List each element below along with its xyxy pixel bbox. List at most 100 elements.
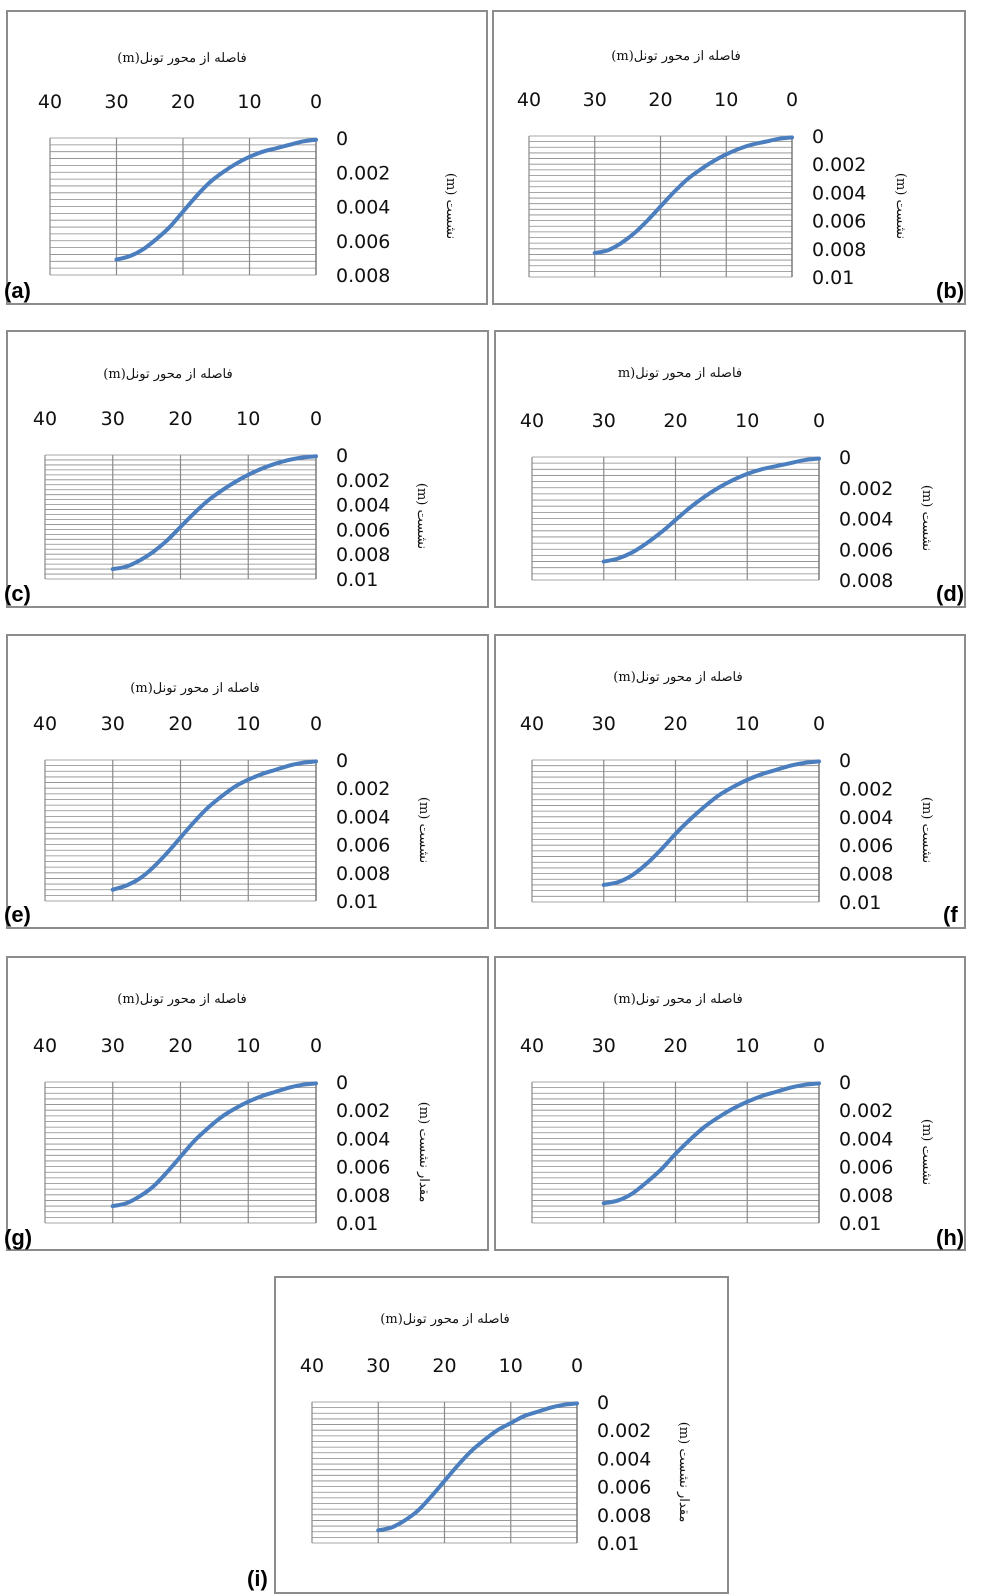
x-axis-title: فاصله از محور تونل(m) <box>611 49 740 64</box>
series-line <box>110 454 318 572</box>
chart-i: 40 30 20 10 00 0.002 0.004 0.006 0.008 0.01 فاصله … <box>300 1312 691 1555</box>
x-tick-label: 30 <box>104 91 128 113</box>
x-tick-label: 30 <box>592 410 616 432</box>
series-line <box>601 1081 821 1206</box>
x-tick-label: 10 <box>499 1355 523 1377</box>
x-tick-label: 20 <box>663 713 687 735</box>
x-tick-label: 20 <box>663 1035 687 1057</box>
y-axis-title: نشست (m) <box>919 797 934 863</box>
x-tick-label: 10 <box>735 1035 759 1057</box>
x-tick-label: 30 <box>583 89 607 111</box>
y-tick-label: 0.01 <box>839 892 881 914</box>
y-axis-title: نشست (m) <box>893 173 908 239</box>
series-line <box>376 1401 579 1533</box>
panel-label-e: (e) <box>4 902 31 927</box>
panel-b <box>492 10 966 305</box>
panel-label-g: (g) <box>4 1225 33 1250</box>
x-tick-label: 30 <box>592 713 616 735</box>
y-tick-label: 0 <box>812 126 824 148</box>
y-tick-label: 0 <box>336 445 348 467</box>
x-axis-title: فاصله از محور تونل(m) <box>117 992 246 1007</box>
y-tick-label: 0.006 <box>597 1477 651 1499</box>
x-tick-label: 30 <box>101 408 125 430</box>
x-tick-label: 40 <box>520 410 544 432</box>
y-axis-title: نشست (m) <box>416 797 431 863</box>
x-tick-label: 0 <box>310 408 322 430</box>
y-tick-label: 0.006 <box>812 211 866 233</box>
chart-e: 40 30 20 10 00 0.002 0.004 0.006 0.008 0.01 فاصله … <box>33 681 431 913</box>
y-tick-label: 0 <box>336 1072 348 1094</box>
y-tick-label: 0.002 <box>336 470 390 492</box>
y-tick-label: 0.004 <box>597 1448 651 1470</box>
y-tick-label: 0.002 <box>597 1420 651 1442</box>
series-line <box>110 759 318 892</box>
y-tick-label: 0.002 <box>336 1100 390 1122</box>
x-tick-label: 40 <box>517 89 541 111</box>
x-tick-label: 10 <box>236 408 260 430</box>
y-axis-title: نشست (m) <box>919 1119 934 1185</box>
panel-i <box>274 1276 729 1594</box>
x-tick-label: 10 <box>735 713 759 735</box>
x-tick-label: 0 <box>310 1035 322 1057</box>
y-tick-label: 0.006 <box>839 835 893 857</box>
y-tick-label: 0 <box>336 750 348 772</box>
panel-label-f: (f <box>943 902 958 927</box>
y-tick-label: 0.006 <box>336 835 390 857</box>
chart-g: 40 30 20 10 00 0.002 0.004 0.006 0.008 0.01 فاصله … <box>33 992 431 1235</box>
y-tick-label: 0.01 <box>812 267 854 289</box>
x-tick-label: 40 <box>38 91 62 113</box>
y-axis-title: نشست (m) <box>443 173 458 239</box>
chart-f: 40 30 20 10 00 0.002 0.004 0.006 0.008 0.01 فاصله … <box>520 670 934 914</box>
x-tick-label: 30 <box>592 1035 616 1057</box>
x-tick-label: 30 <box>366 1355 390 1377</box>
series-line <box>114 137 318 262</box>
y-tick-label: 0.008 <box>839 864 893 886</box>
y-tick-label: 0.006 <box>839 539 893 561</box>
y-tick-label: 0.008 <box>336 863 390 885</box>
y-tick-label: 0.004 <box>336 1128 390 1150</box>
y-tick-label: 0 <box>839 750 851 772</box>
y-tick-label: 0.01 <box>336 891 378 913</box>
x-tick-label: 0 <box>310 91 322 113</box>
x-tick-label: 10 <box>236 1035 260 1057</box>
chart-b: 40 30 20 10 00 0.002 0.004 0.006 0.008 0.01 فاصله … <box>517 49 908 289</box>
y-tick-label: 0.008 <box>336 1185 390 1207</box>
y-tick-label: 0.008 <box>839 1185 893 1207</box>
y-tick-label: 0.004 <box>336 806 390 828</box>
x-tick-label: 20 <box>168 408 192 430</box>
y-tick-label: 0.004 <box>839 1128 893 1150</box>
y-tick-label: 0 <box>597 1392 609 1414</box>
x-tick-label: 0 <box>786 89 798 111</box>
y-tick-label: 0.01 <box>839 1213 881 1235</box>
y-tick-label: 0.002 <box>839 478 893 500</box>
x-tick-label: 30 <box>101 1035 125 1057</box>
y-tick-label: 0.006 <box>336 231 390 253</box>
y-axis-title: مقدار نشست (m) <box>416 1102 431 1203</box>
panel-label-c: (c) <box>4 581 31 606</box>
panel-c <box>6 330 489 608</box>
series-line <box>110 1081 318 1209</box>
panel-label-d: (d) <box>936 581 965 606</box>
y-tick-label: 0.004 <box>336 495 390 517</box>
x-tick-label: 40 <box>33 408 57 430</box>
x-tick-label: 0 <box>813 713 825 735</box>
x-tick-label: 40 <box>300 1355 324 1377</box>
x-axis-title: فاصله از محور تونل(m) <box>613 670 742 685</box>
y-tick-label: 0.002 <box>839 1100 893 1122</box>
y-tick-label: 0.004 <box>839 807 893 829</box>
y-tick-label: 0.002 <box>336 162 390 184</box>
x-axis-title: فاصله از محور تونل(m) <box>380 1312 509 1327</box>
chart-d: 40 30 20 10 00 0.002 0.004 0.006 0.008 فاصله از م… <box>520 366 934 592</box>
x-axis-title: فاصله از محور تونل(m) <box>613 992 742 1007</box>
y-axis-title: نشست (m) <box>919 485 934 551</box>
panel-label-a: (a) <box>4 278 31 303</box>
x-axis-title: فاصله از محور تونل(m) <box>103 367 232 382</box>
x-tick-label: 10 <box>237 91 261 113</box>
x-tick-label: 10 <box>236 713 260 735</box>
x-tick-label: 30 <box>101 713 125 735</box>
y-tick-label: 0.008 <box>812 239 866 261</box>
y-tick-label: 0 <box>336 128 348 150</box>
panel-f <box>494 634 966 929</box>
chart-a: 40 30 20 10 00 0.002 0.004 0.006 0.008 فاصله از م… <box>38 51 458 287</box>
